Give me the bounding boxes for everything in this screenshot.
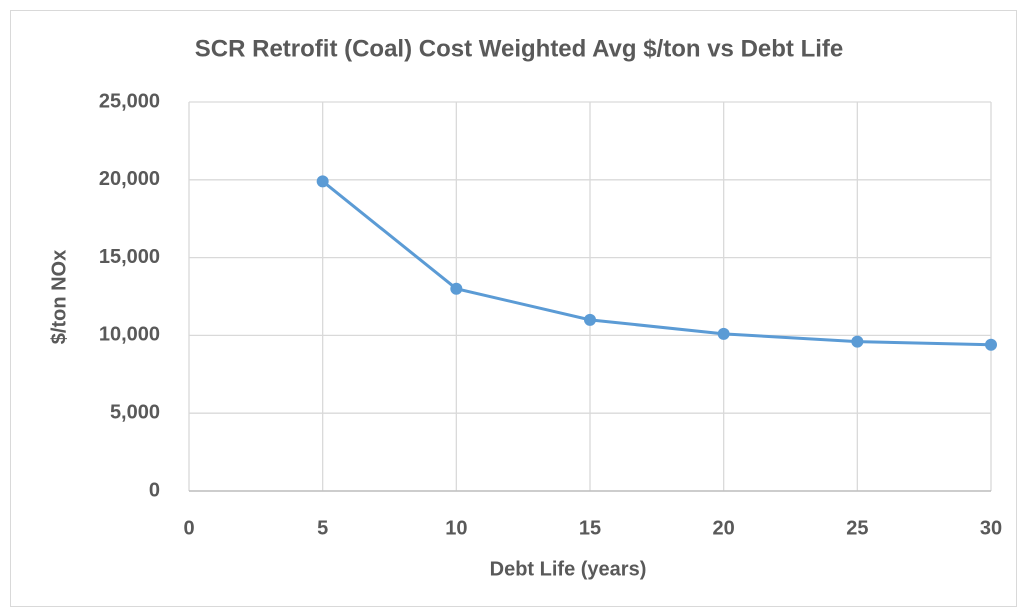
x-tick-label: 25 — [846, 517, 868, 539]
y-tick-label: 20,000 — [99, 168, 160, 190]
x-tick-label: 10 — [445, 517, 467, 539]
data-point — [584, 313, 596, 326]
data-line — [321, 180, 992, 347]
data-point — [851, 335, 864, 348]
x-axis-label: Debt Life (years) — [490, 558, 647, 580]
x-tick-label: 5 — [317, 517, 328, 539]
data-point — [450, 282, 463, 295]
chart-title: SCR Retrofit (Coal) Cost Weighted Avg $/… — [195, 35, 843, 62]
x-tick-label: 20 — [713, 517, 735, 539]
y-axis-label: $/ton NOx — [48, 250, 70, 344]
x-tick-label: 0 — [183, 517, 194, 539]
y-tick-label: 0 — [149, 479, 160, 501]
data-point — [985, 338, 997, 351]
chart-frame — [10, 10, 1017, 607]
x-tick-label: 30 — [980, 517, 1002, 539]
data-point — [717, 327, 730, 340]
y-tick-label: 15,000 — [99, 246, 160, 268]
data-point — [316, 175, 329, 188]
y-tick-label: 25,000 — [99, 90, 160, 112]
x-tick-label: 15 — [579, 517, 601, 539]
y-tick-label: 5,000 — [110, 401, 160, 423]
y-tick-label: 10,000 — [99, 324, 160, 346]
